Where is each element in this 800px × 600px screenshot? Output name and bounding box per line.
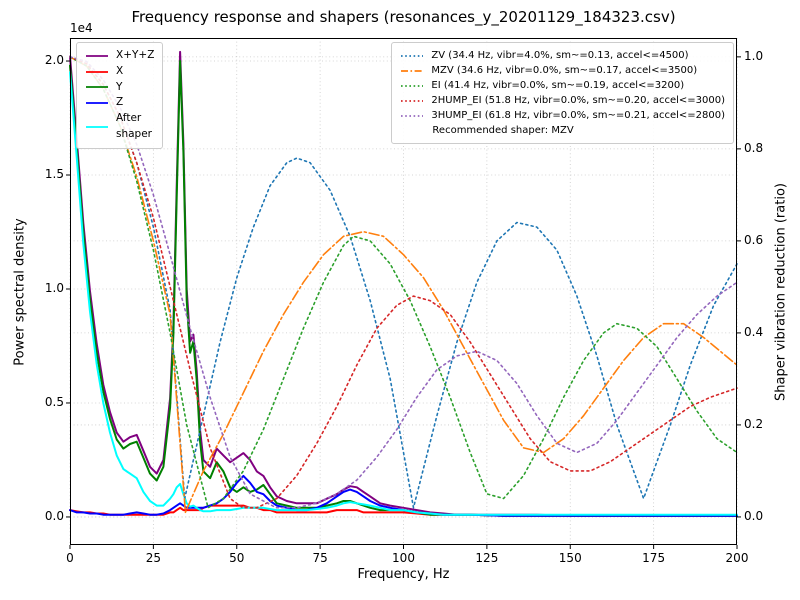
legend-line-sample-icon bbox=[86, 86, 108, 89]
x-tick-label: 200 bbox=[725, 551, 749, 565]
y-right-tick-label: 1.0 bbox=[744, 48, 764, 63]
series-line-ei bbox=[69, 56, 738, 509]
legend-item-label: ZV (34.4 Hz, vibr=4.0%, sm~=0.13, accel<… bbox=[431, 50, 689, 61]
legend-item: ZV (34.4 Hz, vibr=4.0%, sm~=0.13, accel<… bbox=[400, 48, 725, 63]
legend-item-label: EI (41.4 Hz, vibr=0.0%, sm~=0.19, accel<… bbox=[431, 80, 685, 91]
legend-line-sample-icon bbox=[401, 69, 424, 72]
y-right-tick-label: 0.0 bbox=[744, 508, 764, 523]
legend-item-label: Y bbox=[116, 80, 123, 93]
series-line-3hump-ei bbox=[69, 56, 738, 509]
legend-item: Z bbox=[85, 95, 154, 111]
legend-item-label: 2HUMP_EI (51.8 Hz, vibr=0.0%, sm~=0.20, … bbox=[431, 95, 725, 106]
legend-item: X+Y+Z bbox=[85, 48, 154, 64]
axes-frame bbox=[70, 38, 737, 545]
legend-item: 2HUMP_EI (51.8 Hz, vibr=0.0%, sm~=0.20, … bbox=[400, 93, 725, 108]
x-tick-label: 100 bbox=[392, 551, 415, 565]
x-tick-label: 50 bbox=[229, 551, 245, 565]
series-line-2hump-ei bbox=[69, 56, 738, 509]
y-left-tick-label: 1.5 bbox=[44, 167, 64, 181]
legend-line-sample-icon bbox=[86, 102, 108, 105]
series-line-zv bbox=[69, 56, 738, 509]
legend-line-sample-icon bbox=[401, 84, 424, 87]
y-right-tick-label: 0.8 bbox=[744, 140, 764, 155]
x-tick-label: 0 bbox=[66, 551, 74, 565]
legend-item-label: MZV (34.6 Hz, vibr=0.0%, sm~=0.17, accel… bbox=[431, 65, 698, 76]
legend-shapers: ZV (34.4 Hz, vibr=4.0%, sm~=0.13, accel<… bbox=[391, 42, 734, 144]
legend-line-sample-icon bbox=[86, 125, 108, 128]
x-axis-label: Frequency, Hz bbox=[357, 567, 450, 582]
legend-psd: X+Y+Z X Y Z After shaper bbox=[76, 42, 164, 149]
legend-item: MZV (34.6 Hz, vibr=0.0%, sm~=0.17, accel… bbox=[400, 63, 725, 78]
y-right-tick-label: 0.2 bbox=[744, 416, 764, 431]
legend-item-label: X bbox=[116, 64, 124, 77]
legend-item: X bbox=[85, 64, 154, 80]
chart-title: Frequency response and shapers (resonanc… bbox=[131, 8, 676, 26]
x-tick-label: 25 bbox=[145, 551, 162, 565]
legend-item-label: After shaper bbox=[116, 112, 153, 140]
x-tick-label: 75 bbox=[312, 551, 328, 565]
y-left-tick-label: 1.0 bbox=[44, 280, 64, 295]
y-left-tick-label: 0.5 bbox=[44, 394, 64, 409]
y-right-tick-label: 0.6 bbox=[744, 232, 764, 247]
y-axis-offset-text: 1e4 bbox=[70, 21, 93, 35]
series-line-mzv bbox=[69, 56, 738, 514]
x-tick-label: 125 bbox=[475, 551, 499, 565]
legend-line-sample-icon bbox=[86, 70, 108, 73]
y-axis-label-right: Shaper vibration reduction (ratio) bbox=[773, 183, 789, 401]
y-left-tick-label: 0.0 bbox=[44, 508, 64, 523]
y-right-tick-label: 0.4 bbox=[744, 324, 764, 339]
legend-item: Y bbox=[85, 80, 154, 96]
legend-item: After shaper bbox=[85, 111, 154, 143]
x-tick-label: 150 bbox=[558, 551, 582, 565]
legend-item-label: 3HUMP_EI (61.8 Hz, vibr=0.0%, sm~=0.21, … bbox=[431, 110, 725, 121]
legend-line-sample-icon bbox=[401, 54, 424, 57]
recommended-shaper-text: Recommended shaper: MZV bbox=[432, 125, 574, 136]
legend-line-sample-icon bbox=[401, 114, 424, 117]
legend-item-label: X+Y+Z bbox=[116, 49, 155, 61]
legend-line-sample-icon bbox=[401, 99, 424, 102]
legend-line-sample-icon bbox=[86, 54, 108, 57]
x-tick-label: 175 bbox=[642, 551, 666, 565]
legend-item: 3HUMP_EI (61.8 Hz, vibr=0.0%, sm~=0.21, … bbox=[400, 108, 725, 123]
legend-item-label: Z bbox=[116, 96, 124, 109]
y-left-tick-label: 2.0 bbox=[44, 53, 64, 68]
legend-item: EI (41.4 Hz, vibr=0.0%, sm~=0.19, accel<… bbox=[400, 78, 725, 93]
series-line-x-y-z bbox=[69, 50, 738, 517]
